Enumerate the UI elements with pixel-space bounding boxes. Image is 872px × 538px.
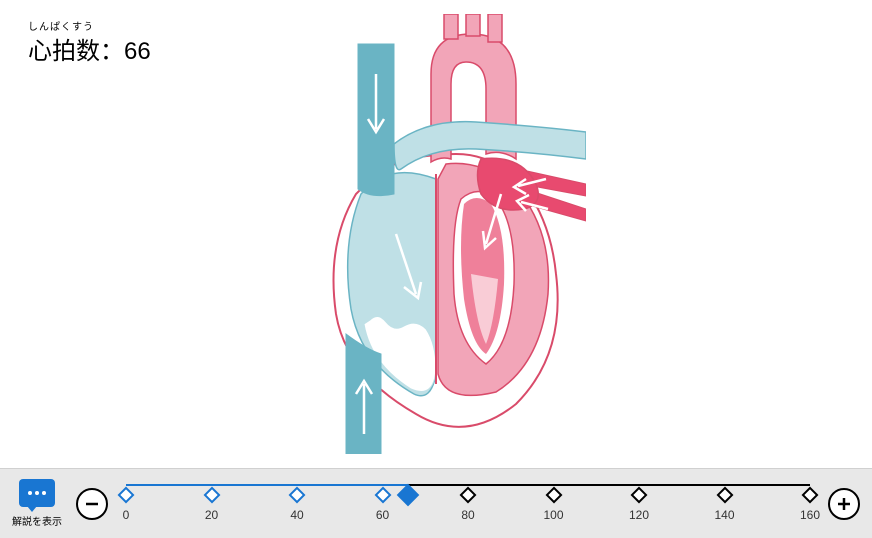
slider-tick[interactable] <box>802 486 819 503</box>
slider-tick[interactable] <box>460 486 477 503</box>
heartrate-text: 心拍数：66 <box>28 38 151 65</box>
slider-tick-label: 160 <box>800 508 820 522</box>
heart-diagram <box>286 14 586 454</box>
heartrate-label: しんぱくすう 心拍数：66 <box>28 18 151 66</box>
slider-tick-label: 0 <box>123 508 130 522</box>
slider-tick-label: 60 <box>376 508 389 522</box>
slider-tick-label: 140 <box>714 508 734 522</box>
slider-thumb[interactable] <box>397 483 420 506</box>
slider-tick[interactable] <box>545 486 562 503</box>
slider-tick-label: 20 <box>205 508 218 522</box>
slider-tick[interactable] <box>374 486 391 503</box>
slider-tick-label: 40 <box>290 508 303 522</box>
diagram-area: しんぱくすう 心拍数：66 <box>0 0 872 468</box>
slider-tick-label: 80 <box>461 508 474 522</box>
minus-button[interactable] <box>76 488 108 520</box>
heartrate-ruby: しんぱくすう <box>28 18 151 33</box>
slider-tick[interactable] <box>289 486 306 503</box>
slider-tick[interactable] <box>203 486 220 503</box>
chat-icon <box>19 479 55 507</box>
minus-icon <box>83 495 101 513</box>
explain-label: 解説を表示 <box>12 513 62 528</box>
plus-icon <box>835 495 853 513</box>
slider-tick-label: 100 <box>543 508 563 522</box>
slider-tick-label: 120 <box>629 508 649 522</box>
heartrate-slider[interactable]: 020406080100120140160 <box>126 484 810 524</box>
explain-button[interactable]: 解説を表示 <box>12 479 62 528</box>
slider-tick[interactable] <box>716 486 733 503</box>
plus-button[interactable] <box>828 488 860 520</box>
slider-tick[interactable] <box>118 486 135 503</box>
slider-tick[interactable] <box>631 486 648 503</box>
toolbar: 解説を表示 0 20 40 60 80 100 120 140 160 <box>0 468 872 538</box>
